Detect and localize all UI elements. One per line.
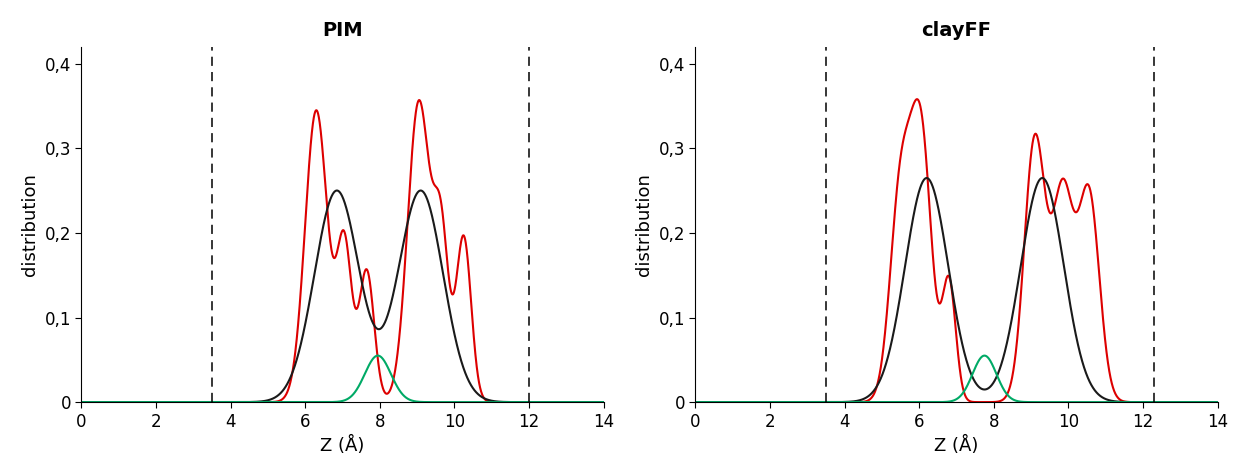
Y-axis label: distribution: distribution (634, 173, 653, 276)
Y-axis label: distribution: distribution (21, 173, 39, 276)
X-axis label: Z (Å): Z (Å) (320, 436, 365, 455)
Title: clayFF: clayFF (922, 21, 992, 40)
X-axis label: Z (Å): Z (Å) (934, 436, 979, 455)
Title: PIM: PIM (322, 21, 362, 40)
